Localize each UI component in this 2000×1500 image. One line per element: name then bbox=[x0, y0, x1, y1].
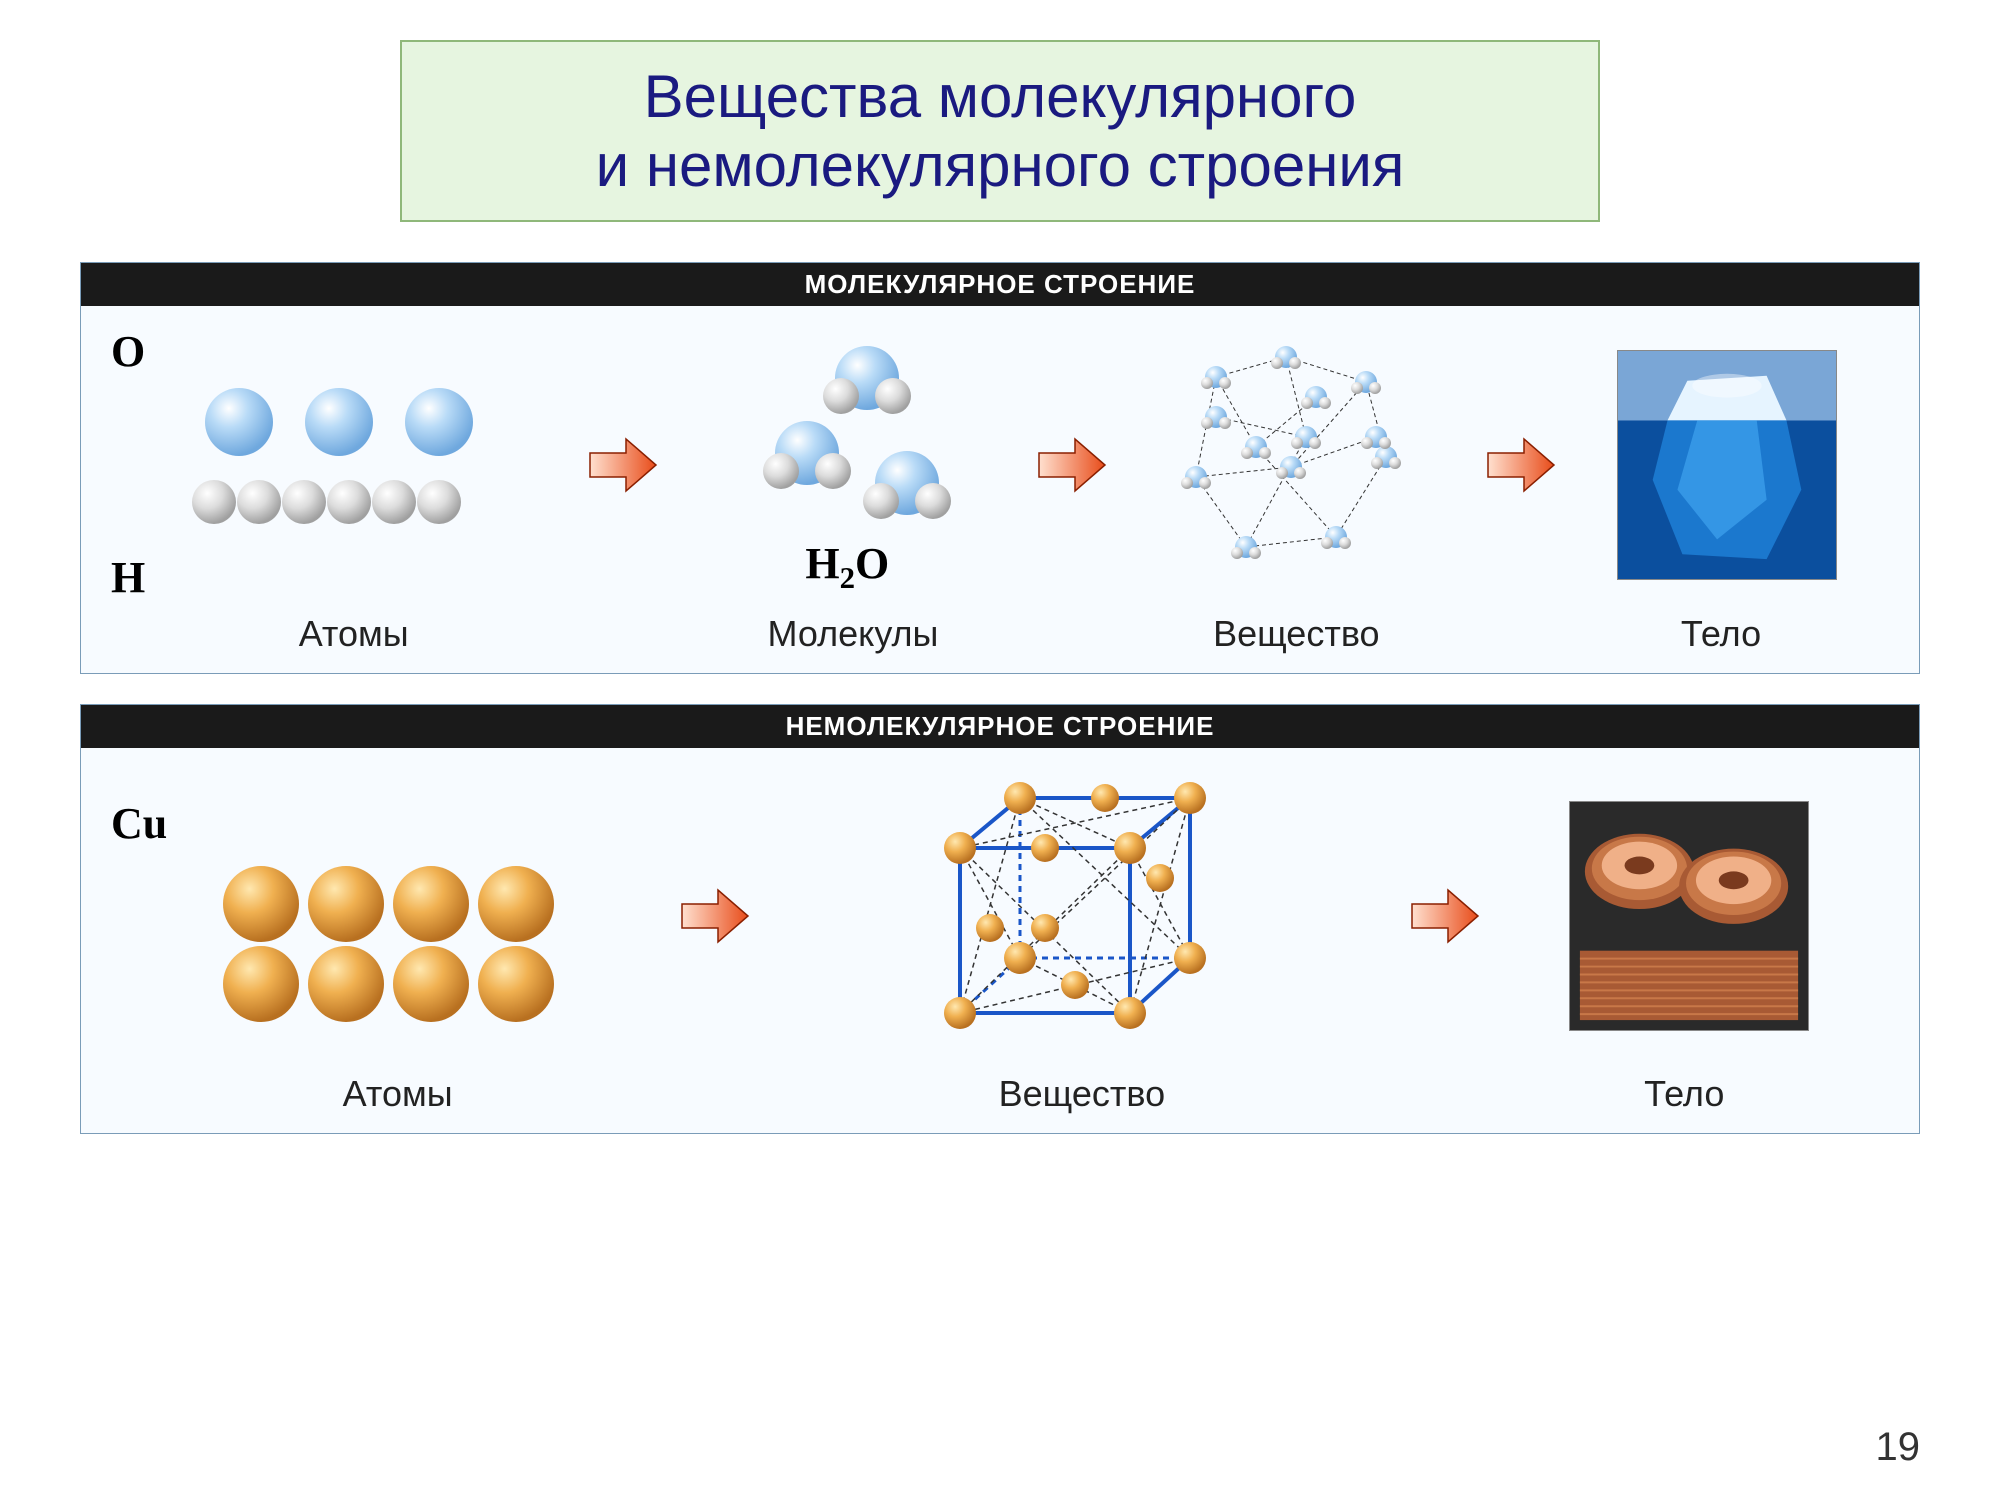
arrow-5 bbox=[1410, 886, 1480, 946]
page-number: 19 bbox=[1876, 1425, 1921, 1470]
cap-atoms-1: Атомы bbox=[111, 613, 596, 655]
cap-molecules: Молекулы bbox=[666, 613, 1039, 655]
arrow-1 bbox=[588, 435, 658, 495]
title-line-1: Вещества молекулярного bbox=[432, 62, 1568, 131]
title-line-2: и немолекулярного строения bbox=[432, 131, 1568, 200]
col-cu-lattice bbox=[760, 768, 1399, 1063]
section-molecular: МОЛЕКУЛЯРНОЕ СТРОЕНИЕ O bbox=[80, 262, 1920, 674]
cap-body-1: Тело bbox=[1553, 613, 1889, 655]
section-nonmolecular-header: НЕМОЛЕКУЛЯРНОЕ СТРОЕНИЕ bbox=[81, 705, 1919, 748]
section-molecular-body: O bbox=[81, 306, 1919, 613]
col-atoms-1: O bbox=[111, 326, 578, 603]
cap-body-2: Тело bbox=[1480, 1073, 1890, 1115]
cap-substance-1: Вещество bbox=[1110, 613, 1483, 655]
col-body-2 bbox=[1490, 801, 1890, 1031]
arrow-icon bbox=[588, 435, 658, 495]
arrow-4 bbox=[680, 886, 750, 946]
col-molecules: H2O bbox=[668, 333, 1027, 596]
col-body-1 bbox=[1566, 350, 1889, 580]
iceberg-photo bbox=[1617, 350, 1837, 580]
arrow-icon bbox=[1486, 435, 1556, 495]
cu-atoms-svg bbox=[211, 849, 571, 1029]
cap-substance-2: Вещество bbox=[754, 1073, 1409, 1115]
col-cu-atoms: Cu bbox=[111, 798, 670, 1034]
label-h2o: H2O bbox=[668, 538, 1027, 596]
section-nonmolecular-body: Cu bbox=[81, 748, 1919, 1073]
atoms-oh-svg bbox=[184, 377, 504, 547]
section-molecular-header: МОЛЕКУЛЯРНОЕ СТРОЕНИЕ bbox=[81, 263, 1919, 306]
arrow-3 bbox=[1486, 435, 1556, 495]
label-cu: Cu bbox=[111, 798, 670, 849]
arrow-icon bbox=[680, 886, 750, 946]
arrow-icon bbox=[1410, 886, 1480, 946]
copper-photo bbox=[1569, 801, 1809, 1031]
col-substance-1 bbox=[1117, 337, 1476, 592]
cap-atoms-2: Атомы bbox=[111, 1073, 684, 1115]
captions-1: Атомы Молекулы Вещество Тело bbox=[81, 613, 1919, 673]
molecules-svg bbox=[717, 333, 977, 533]
page-title: Вещества молекулярного и немолекулярного… bbox=[400, 40, 1600, 222]
cu-lattice-svg bbox=[910, 768, 1250, 1058]
label-oxygen: O bbox=[111, 326, 578, 377]
section-nonmolecular: НЕМОЛЕКУЛЯРНОЕ СТРОЕНИЕ Cu bbox=[80, 704, 1920, 1134]
captions-2: Атомы Вещество Тело bbox=[81, 1073, 1919, 1133]
ice-lattice-svg bbox=[1156, 337, 1436, 587]
arrow-icon bbox=[1037, 435, 1107, 495]
arrow-2 bbox=[1037, 435, 1107, 495]
label-hydrogen: H bbox=[111, 552, 578, 603]
